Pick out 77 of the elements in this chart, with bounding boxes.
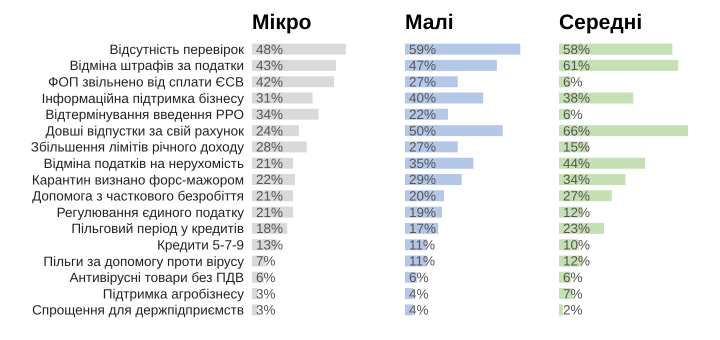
data-label: 50%	[409, 123, 436, 138]
data-label: 58%	[563, 42, 590, 57]
data-label: 44%	[563, 156, 590, 171]
data-label: 6%	[563, 107, 582, 122]
data-label: 35%	[409, 156, 436, 171]
y-tick-label: Відсутність перевірок	[109, 42, 244, 57]
data-label: 6%	[563, 270, 582, 286]
chart-title: Мікро	[252, 11, 312, 35]
data-label: 15%	[563, 140, 590, 155]
data-label: 61%	[563, 58, 590, 74]
data-label: 6%	[256, 270, 276, 286]
bar	[559, 60, 678, 71]
y-tick-label: Регулювання єдиного податку	[56, 204, 244, 220]
data-label: 10%	[563, 237, 590, 252]
data-label: 40%	[409, 90, 436, 106]
data-label: 4%	[409, 302, 428, 318]
data-label: 27%	[563, 188, 590, 204]
data-label: 3%	[256, 302, 276, 318]
y-tick-label: Пільговий період у кредитів	[71, 221, 244, 236]
data-label: 19%	[409, 204, 436, 220]
data-label: 31%	[256, 90, 283, 106]
data-label: 43%	[256, 58, 283, 74]
data-label: 24%	[256, 123, 283, 138]
chart-title: Малі	[405, 11, 454, 35]
data-label: 21%	[256, 156, 283, 171]
y-tick-label: ФОП звільнено від сплати ЄСВ	[48, 74, 244, 90]
data-label: 34%	[256, 107, 283, 122]
data-label: 18%	[256, 221, 283, 236]
y-tick-label: Кредити 5-7-9	[157, 238, 244, 253]
data-label: 23%	[563, 221, 590, 236]
y-tick-label: Допомога з часткового безробіття	[32, 188, 244, 204]
data-label: 27%	[409, 74, 436, 90]
y-tick-label: Пільги за допомогу проти вірусу	[43, 254, 244, 269]
data-label: 42%	[256, 74, 283, 90]
data-label: 13%	[256, 237, 283, 252]
data-label: 12%	[563, 254, 590, 269]
data-label: 22%	[256, 172, 283, 188]
data-label: 7%	[256, 254, 276, 269]
data-label: 17%	[409, 221, 436, 236]
bar	[252, 304, 258, 316]
y-tick-label: Антивірусні товари без ПДВ	[69, 270, 244, 286]
data-label: 22%	[409, 107, 436, 122]
data-label: 27%	[409, 140, 436, 155]
data-label: 59%	[409, 42, 436, 57]
y-tick-label: Спрощення для держпідприємств	[32, 302, 244, 318]
data-label: 11%	[409, 237, 435, 252]
y-tick-label: Довші відпустки за свій рахунок	[46, 123, 244, 138]
bar	[559, 125, 688, 136]
chart-title: Середні	[559, 11, 642, 35]
y-tick-label: Відтермінування введення РРО	[45, 107, 244, 122]
data-label: 21%	[256, 204, 283, 220]
data-label: 66%	[563, 123, 590, 138]
y-tick-label: Карантин визнано форс-мажором	[32, 172, 244, 188]
data-label: 3%	[256, 286, 276, 302]
data-label: 28%	[256, 140, 283, 155]
data-label: 38%	[563, 90, 590, 106]
y-tick-label: Відміна податків на нерухомість	[44, 156, 244, 172]
data-label: 7%	[563, 286, 582, 302]
data-label: 6%	[563, 74, 582, 90]
y-tick-label: Підтримка агробізнесу	[102, 286, 244, 302]
data-label: 11%	[409, 254, 435, 269]
data-label: 29%	[409, 172, 436, 188]
data-label: 6%	[409, 270, 428, 286]
y-tick-label: Відміна штрафів за податки	[70, 58, 244, 74]
data-label: 48%	[256, 42, 283, 57]
data-label: 34%	[563, 172, 590, 188]
data-label: 4%	[409, 286, 428, 302]
data-label: 2%	[563, 302, 582, 318]
bar	[252, 288, 258, 300]
bar	[559, 304, 563, 316]
data-label: 12%	[563, 204, 590, 220]
y-tick-label: Збільшення лімітів річного доходу	[30, 140, 244, 155]
bar	[405, 44, 520, 55]
data-label: 47%	[409, 58, 436, 74]
y-tick-label: Інформаційна підтримка бізнесу	[42, 90, 244, 106]
data-label: 20%	[409, 188, 436, 204]
data-label: 21%	[256, 188, 283, 204]
